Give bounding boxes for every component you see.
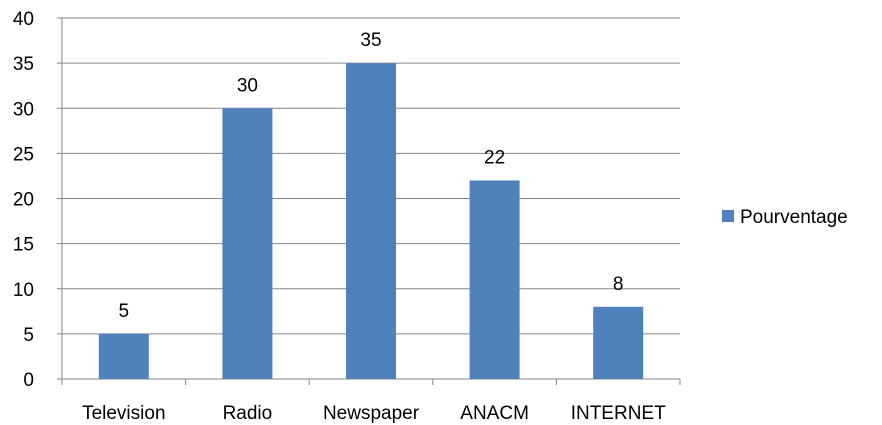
bar-radio: [222, 108, 273, 379]
data-label: 8: [613, 274, 624, 295]
y-tick-label: 40: [13, 9, 34, 30]
data-label: 30: [237, 75, 258, 96]
x-tick-label: INTERNET: [571, 403, 666, 424]
y-tick-label: 10: [13, 280, 34, 301]
x-tick-label: Television: [82, 403, 165, 424]
y-tick-label: 35: [13, 54, 34, 75]
data-label: 22: [484, 147, 505, 168]
y-tick-label: 15: [13, 235, 34, 256]
y-tick-label: 25: [13, 144, 34, 165]
x-tick-label: Newspaper: [323, 403, 420, 424]
bar-anacm: [469, 180, 520, 379]
y-tick-label: 30: [13, 99, 34, 120]
legend-label: Pourventage: [740, 207, 848, 228]
y-tick-label: 5: [23, 325, 34, 346]
bar-newspaper: [346, 63, 396, 379]
x-tick-label: ANACM: [460, 403, 529, 424]
y-tick-label: 0: [23, 370, 34, 391]
y-tick-label: 20: [13, 190, 34, 211]
x-tick-label: Radio: [223, 403, 273, 424]
data-label: 5: [119, 301, 130, 322]
bar-internet: [593, 306, 644, 379]
data-label: 35: [360, 30, 381, 51]
bar-television: [98, 333, 149, 379]
legend-swatch: [722, 210, 734, 222]
